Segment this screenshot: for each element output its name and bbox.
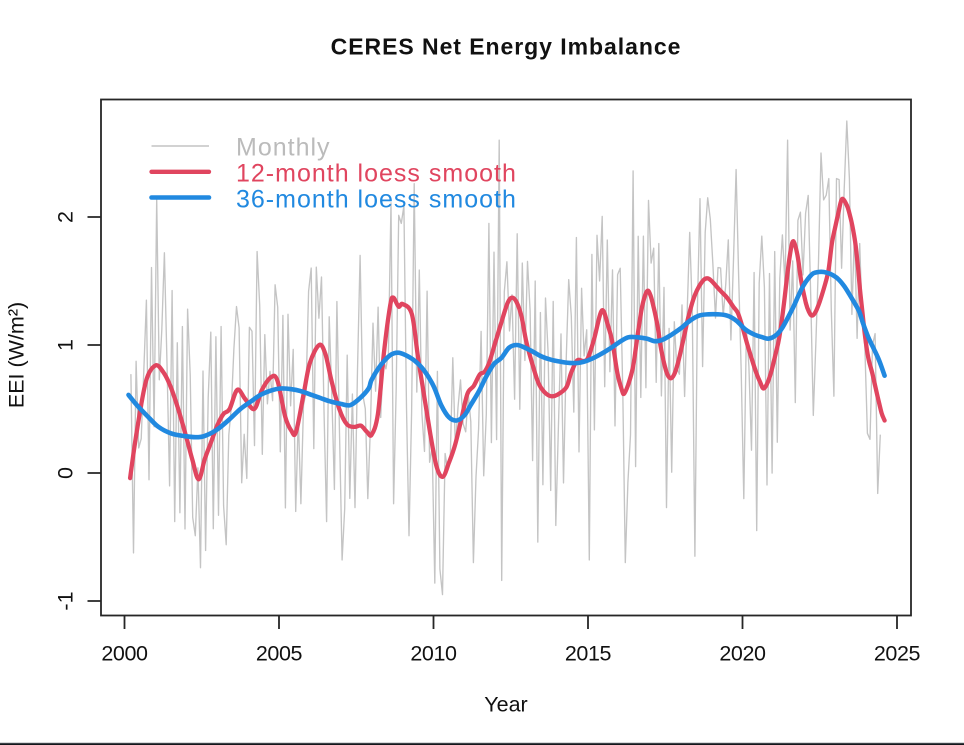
svg-text:2015: 2015 xyxy=(565,642,612,666)
svg-text:EEI (W/m²): EEI (W/m²) xyxy=(5,302,29,408)
svg-text:2005: 2005 xyxy=(256,642,303,666)
svg-text:12-month loess smooth: 12-month loess smooth xyxy=(236,160,517,188)
svg-text:1: 1 xyxy=(54,339,78,351)
svg-text:2010: 2010 xyxy=(410,642,457,666)
svg-text:Year: Year xyxy=(484,693,527,717)
svg-text:Monthly: Monthly xyxy=(236,134,331,162)
svg-text:2020: 2020 xyxy=(719,642,766,666)
svg-text:-1: -1 xyxy=(54,591,78,610)
svg-text:2000: 2000 xyxy=(101,642,148,666)
svg-text:2: 2 xyxy=(54,211,78,223)
svg-text:2025: 2025 xyxy=(874,642,921,666)
svg-text:0: 0 xyxy=(54,467,78,479)
svg-text:CERES Net Energy Imbalance: CERES Net Energy Imbalance xyxy=(331,34,682,60)
svg-text:36-month loess smooth: 36-month loess smooth xyxy=(236,185,517,213)
